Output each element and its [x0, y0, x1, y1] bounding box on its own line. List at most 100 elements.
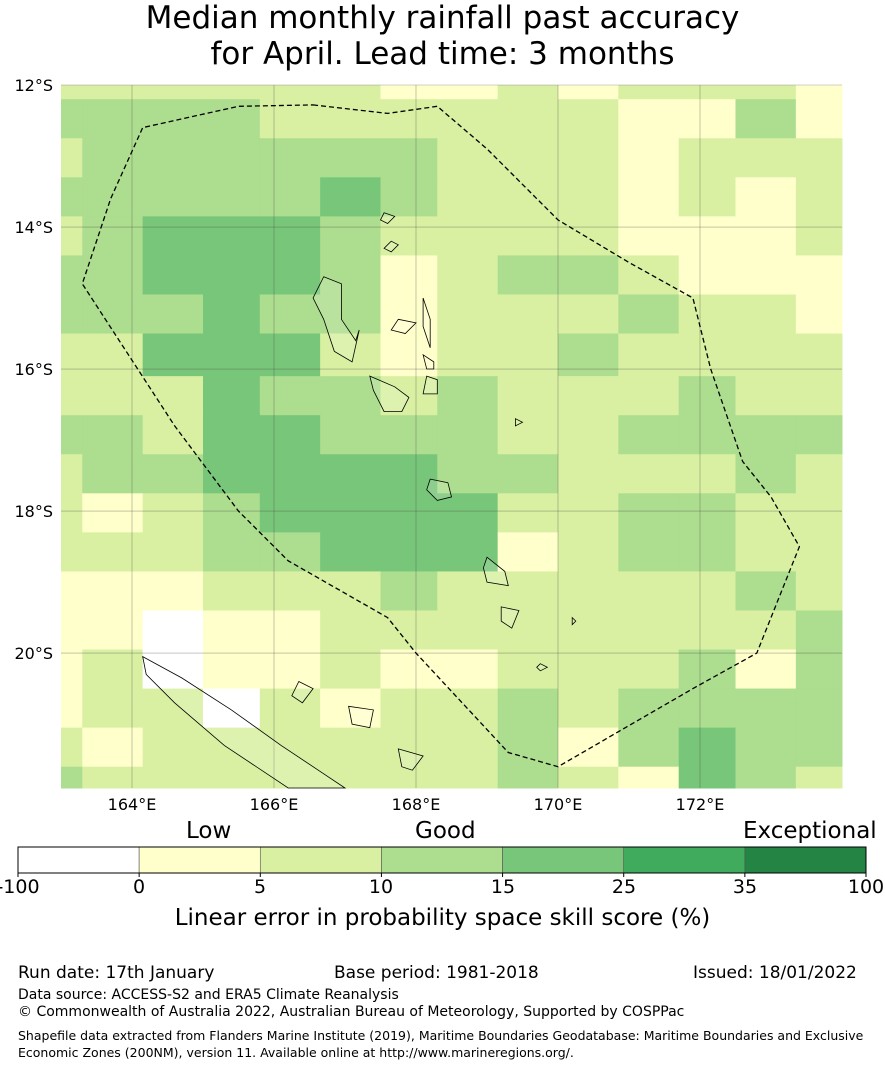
skill-cell [82, 216, 144, 256]
skill-cell [497, 649, 559, 690]
skill-cell [497, 255, 559, 295]
skill-cell [558, 415, 619, 455]
island-coastline [348, 705, 374, 729]
longitude-tick-label: 166°E [250, 795, 299, 814]
skill-cell [618, 216, 680, 256]
skill-cell [82, 532, 144, 572]
skill-cell [678, 493, 736, 533]
skill-cell [437, 571, 499, 611]
skill-cell [380, 255, 438, 295]
skill-cell [142, 376, 204, 416]
skill-cell [618, 177, 680, 217]
skill-cell [320, 376, 381, 416]
skill-cell [678, 99, 736, 139]
skill-cell [320, 766, 381, 789]
skill-cell [558, 138, 619, 178]
skill-cell [735, 649, 797, 690]
chart-title: Median monthly rainfall past accuracy fo… [0, 0, 885, 72]
island-coastline [383, 240, 399, 253]
skill-cell [795, 138, 843, 178]
skill-cell [618, 294, 680, 335]
longitude-tick-label: 164°E [108, 795, 157, 814]
skill-cell [678, 610, 736, 651]
colorbar-tick: 10 [368, 876, 394, 898]
skill-cell [203, 415, 261, 455]
skill-cell [795, 610, 843, 651]
skill-cell [437, 333, 499, 377]
skill-cell [735, 454, 797, 494]
skill-cell [142, 649, 204, 690]
skill-cell [678, 216, 736, 256]
skill-cell [497, 177, 559, 217]
skill-cell [259, 532, 321, 572]
skill-cell [678, 415, 736, 455]
skill-cell [61, 649, 83, 690]
skill-cell [497, 610, 559, 651]
skill-cell [678, 138, 736, 178]
skill-cell [259, 177, 321, 217]
skill-cell [678, 255, 736, 295]
skill-cell [497, 493, 559, 533]
skill-cell [203, 454, 261, 494]
skill-cell [497, 85, 559, 100]
skill-cell [795, 216, 843, 256]
skill-cell [380, 177, 438, 217]
skill-cell [795, 454, 843, 494]
colorbar-tick: 25 [611, 876, 637, 898]
island-coastline [312, 276, 360, 363]
skill-cell [61, 688, 83, 729]
skill-cell [558, 333, 619, 377]
skill-cell [142, 415, 204, 455]
skill-cell [142, 493, 204, 533]
skill-cell [82, 376, 144, 416]
skill-cell [259, 649, 321, 690]
skill-cell [61, 571, 83, 611]
skill-cell [618, 727, 680, 768]
skill-cell [437, 216, 499, 256]
skill-cell [795, 649, 843, 690]
skill-cell [795, 766, 843, 789]
data-source: Data source: ACCESS-S2 and ERA5 Climate … [18, 987, 399, 1003]
skill-cell [380, 727, 438, 768]
skill-cell [618, 688, 680, 729]
skill-cell [735, 333, 797, 377]
base-period: Base period: 1981-2018 [334, 963, 539, 983]
skill-cell [259, 294, 321, 335]
island-coastline [422, 353, 435, 370]
skill-cell [558, 727, 619, 768]
skill-cell [142, 85, 204, 100]
skill-cell [61, 610, 83, 651]
skill-cell [497, 376, 559, 416]
skill-cell [795, 85, 843, 100]
island-coastline [515, 418, 524, 427]
skill-cell [795, 99, 843, 139]
skill-cell [618, 376, 680, 416]
skill-cell [61, 216, 83, 256]
skill-cell [61, 177, 83, 217]
skill-cell [497, 571, 559, 611]
skill-cell [320, 454, 381, 494]
skill-cell [735, 532, 797, 572]
skill-cell [437, 99, 499, 139]
skill-cell [142, 727, 204, 768]
skill-cell [497, 688, 559, 729]
skill-cell [259, 216, 321, 256]
skill-cell [142, 138, 204, 178]
skill-cell [735, 294, 797, 335]
skill-cell [203, 255, 261, 295]
skill-cell [380, 649, 438, 690]
skill-cell [678, 571, 736, 611]
shapefile-credit: Shapefile data extracted from Flanders M… [18, 1027, 868, 1061]
skill-cell [203, 216, 261, 256]
skill-cell [320, 85, 381, 100]
colorbar-tick: 35 [732, 876, 758, 898]
skill-cell [735, 85, 797, 100]
skill-cell [380, 415, 438, 455]
skill-cell [497, 766, 559, 789]
category-low: Low [186, 818, 232, 844]
skill-cell [437, 85, 499, 100]
skill-cell [259, 766, 321, 789]
colorbar-segment [381, 846, 503, 874]
skill-cell [82, 727, 144, 768]
skill-cell [259, 85, 321, 100]
